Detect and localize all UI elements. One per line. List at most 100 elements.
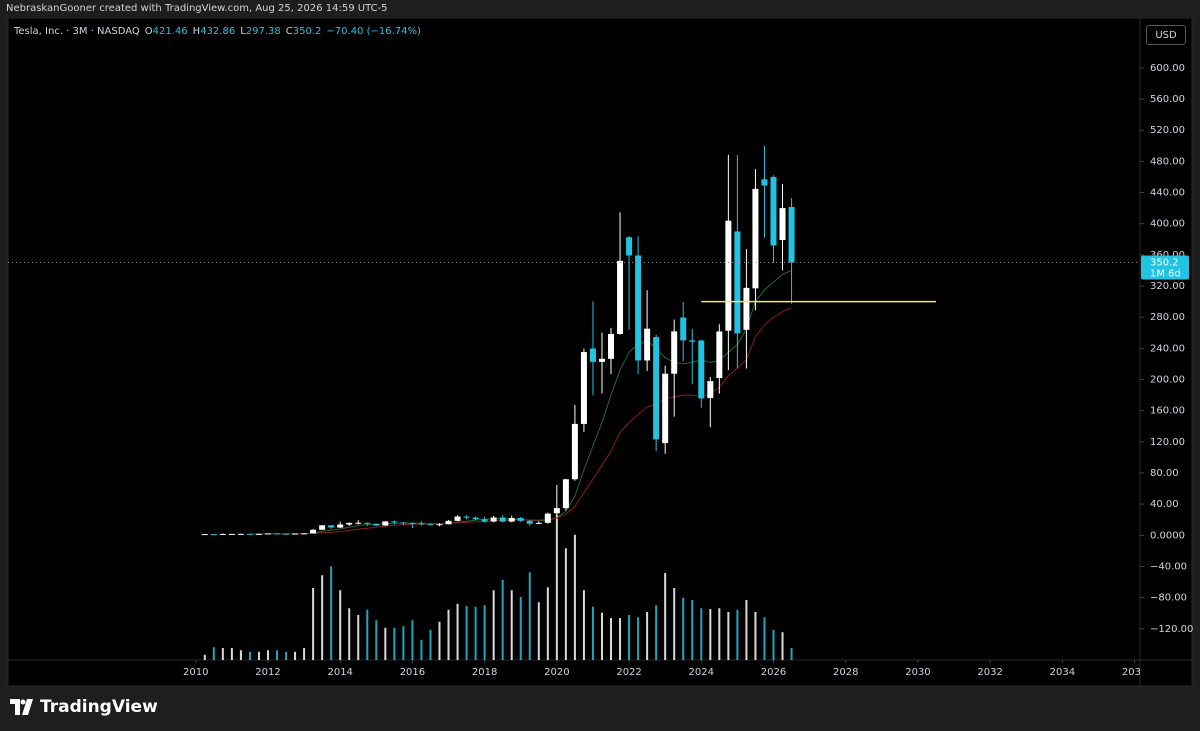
volume-bar	[709, 609, 712, 660]
candle-body	[598, 358, 605, 362]
candle-body	[517, 518, 524, 521]
close-value: 350.2	[292, 26, 322, 37]
candle-body	[409, 522, 416, 524]
x-tick-label: 2030	[905, 667, 930, 678]
candle-body	[472, 517, 479, 520]
moving-average	[276, 307, 792, 535]
volume-bar	[438, 621, 441, 660]
candle-body	[400, 522, 407, 524]
volume-bar	[429, 630, 432, 660]
symbol: Tesla, Inc. · 3M · NASDAQ	[14, 26, 140, 37]
candle-body	[761, 179, 768, 186]
candle-body	[698, 340, 705, 399]
high-value: 432.86	[200, 26, 236, 37]
y-tick-label: 40.00	[1150, 499, 1179, 510]
last-price-tag: 350.21M 6d	[1141, 255, 1189, 280]
candle-body	[292, 533, 299, 535]
volume-bar	[257, 651, 260, 660]
candle-body	[337, 524, 344, 528]
volume-bar	[483, 605, 486, 660]
candle-body	[382, 521, 389, 526]
volume-bar	[212, 647, 215, 660]
candle-body	[707, 381, 714, 399]
last-price-box	[1141, 255, 1189, 280]
x-tick-label: 2018	[472, 667, 497, 678]
candle-body	[346, 522, 353, 525]
candle-body	[608, 333, 615, 359]
candle-body	[725, 220, 732, 331]
y-tick-label: 240.00	[1150, 343, 1185, 354]
logo-icon	[10, 699, 33, 715]
open-value: 421.46	[152, 26, 188, 37]
candle-body	[481, 519, 488, 522]
y-tick-label: −120.00	[1150, 624, 1193, 635]
candle-body	[743, 287, 750, 330]
x-tick-label: 2032	[977, 667, 1002, 678]
volume-bar	[754, 612, 757, 660]
candle-body	[680, 317, 687, 341]
y-tick-label: 0.0000	[1150, 530, 1185, 541]
y-tick-label: −80.00	[1150, 593, 1187, 604]
candle-body	[427, 524, 434, 526]
candle-body	[264, 533, 271, 535]
volume-bar	[510, 590, 513, 660]
volume-bar	[456, 603, 459, 660]
y-tick-label: 400.00	[1150, 219, 1185, 230]
candle-body	[635, 255, 642, 361]
candle-body	[662, 373, 669, 444]
x-tick-label: 2024	[689, 667, 714, 678]
volume-bar	[402, 626, 405, 660]
volume-bar	[736, 609, 739, 660]
top-bar: NebraskanGooner created with TradingView…	[0, 0, 1200, 18]
y-tick-label: 360.00	[1150, 250, 1185, 261]
volume-bar	[411, 620, 414, 660]
volume-bar	[619, 618, 622, 660]
candle-body	[499, 517, 506, 522]
currency-button[interactable]: USD	[1146, 25, 1186, 45]
price-pane	[8, 145, 1140, 536]
y-tick-label: 160.00	[1150, 406, 1185, 417]
volume-bar	[321, 575, 324, 660]
x-tick-label: 2014	[327, 667, 352, 678]
symbol-legend: Tesla, Inc. · 3M · NASDAQ O421.46 H432.86 L…	[14, 26, 421, 37]
candle-body	[562, 479, 569, 509]
candle-body	[571, 423, 578, 480]
volume-bar	[682, 597, 685, 660]
candle-body	[508, 518, 515, 522]
volume-bar	[564, 548, 567, 660]
low-value: 297.38	[245, 26, 281, 37]
x-tick-label: 2010	[183, 667, 208, 678]
candle-body	[454, 516, 461, 521]
time-axis: 2010 2012 2014 2016 2018 2020 2022 2024 2026 2028…	[183, 660, 1141, 678]
candle-body	[770, 176, 777, 246]
volume-bar	[781, 632, 784, 660]
candle-body	[580, 352, 587, 424]
volume-bar	[276, 650, 279, 660]
volume-bar	[718, 608, 721, 660]
volume-bar	[637, 617, 640, 660]
candle-body	[553, 508, 560, 514]
y-tick-label: 480.00	[1150, 156, 1185, 167]
x-tick-label: 2012	[255, 667, 280, 678]
volume-bar	[790, 648, 793, 660]
volume-bar	[763, 617, 766, 660]
volume-bar	[239, 650, 242, 660]
candle-body	[463, 516, 470, 518]
candle-body	[219, 533, 226, 535]
candle-body	[274, 533, 281, 535]
high-label: H	[192, 26, 201, 37]
candle-body	[445, 520, 452, 525]
y-tick-label: 320.00	[1150, 281, 1185, 292]
candle-body	[626, 237, 633, 256]
x-tick-label: 2022	[616, 667, 641, 678]
volume-bar	[772, 630, 775, 660]
x-tick-label: 2034	[1050, 667, 1075, 678]
volume-bar	[537, 602, 540, 660]
volume-bar	[610, 618, 613, 660]
volume-bar	[203, 654, 206, 660]
volume-bar	[664, 573, 667, 660]
candle-body	[355, 522, 362, 524]
close-label: C	[285, 26, 293, 37]
candle-body	[544, 513, 551, 523]
